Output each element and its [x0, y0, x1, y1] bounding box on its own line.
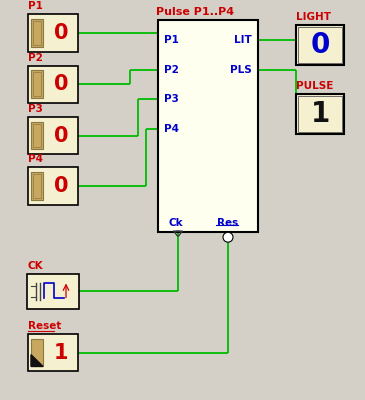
Bar: [28, 117, 78, 154]
Bar: [296, 25, 344, 64]
Text: 0: 0: [54, 176, 68, 196]
Bar: [28, 66, 78, 103]
Text: P2: P2: [28, 52, 43, 62]
Text: PLS: PLS: [230, 64, 252, 74]
Text: P4: P4: [164, 124, 179, 134]
Text: 1: 1: [54, 343, 68, 363]
Text: Reset: Reset: [28, 321, 61, 331]
Text: CK: CK: [27, 261, 43, 271]
Text: P2: P2: [164, 64, 179, 74]
Bar: [28, 334, 78, 371]
Bar: [31, 339, 43, 366]
Bar: [33, 174, 41, 198]
Bar: [298, 27, 342, 62]
Circle shape: [223, 232, 233, 242]
Bar: [298, 96, 342, 132]
Text: Ck: Ck: [169, 218, 183, 228]
Bar: [158, 20, 258, 232]
Text: LIT: LIT: [234, 35, 252, 45]
Text: P4: P4: [28, 154, 43, 164]
Bar: [33, 72, 41, 96]
Text: Pulse P1..P4: Pulse P1..P4: [156, 7, 234, 17]
Text: 0: 0: [54, 126, 68, 146]
Bar: [31, 172, 43, 200]
Text: 0: 0: [310, 31, 330, 59]
Text: 0: 0: [54, 23, 68, 43]
Bar: [31, 122, 43, 150]
Text: 0: 0: [54, 74, 68, 94]
Bar: [33, 124, 41, 148]
Bar: [28, 14, 78, 52]
Bar: [33, 21, 41, 45]
Text: LIGHT: LIGHT: [296, 12, 331, 22]
Text: PULSE: PULSE: [296, 81, 333, 91]
Text: Res: Res: [218, 218, 239, 228]
Text: P1: P1: [28, 1, 43, 11]
Bar: [28, 167, 78, 205]
Bar: [31, 70, 43, 98]
Bar: [296, 94, 344, 134]
Text: P1: P1: [164, 35, 179, 45]
Bar: [31, 19, 43, 47]
Text: P3: P3: [164, 94, 179, 104]
Bar: [27, 274, 79, 309]
Text: P3: P3: [28, 104, 43, 114]
Text: 1: 1: [310, 100, 330, 128]
Polygon shape: [31, 355, 43, 366]
